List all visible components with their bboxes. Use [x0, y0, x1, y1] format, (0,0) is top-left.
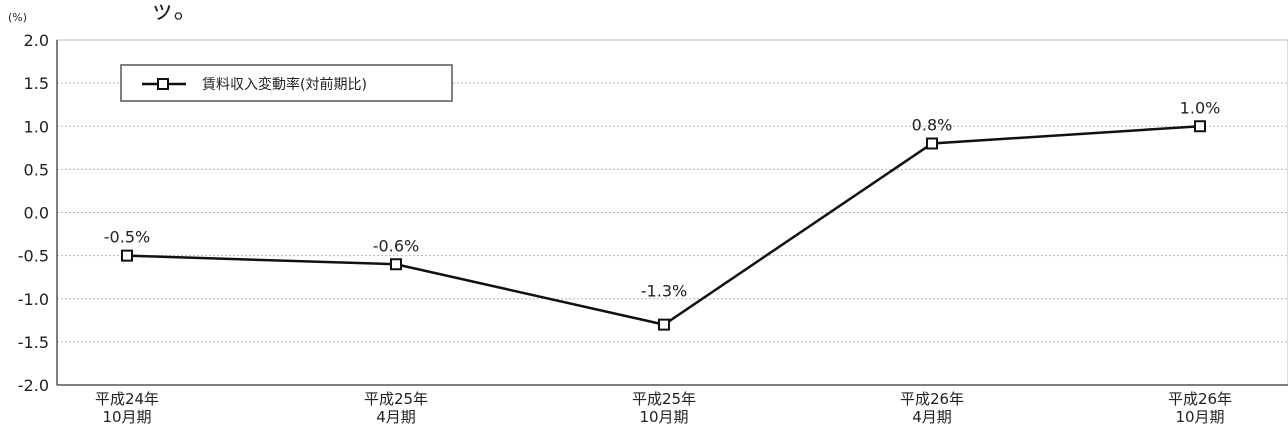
data-point-marker [390, 258, 402, 271]
y-tick-label: -0.5 [18, 247, 49, 266]
legend: 賃料収入変動率(対前期比) [120, 64, 453, 102]
y-tick-labels: 2.0 1.5 1.0 0.5 0.0 -0.5 -1.0 -1.5 -2.0 [18, 31, 49, 395]
y-tick-label: -2.0 [18, 376, 49, 395]
x-category-label-line: 平成25年 [364, 390, 428, 408]
x-category-label: 平成25年 10月期 [632, 390, 696, 426]
x-category-label: 平成24年 10月期 [95, 390, 159, 426]
x-category-label-line: 10月期 [1175, 408, 1224, 426]
y-tick-label: 0.0 [24, 204, 49, 223]
data-label: 0.8% [912, 116, 953, 135]
data-label: 1.0% [1180, 98, 1221, 117]
x-category-label-line: 4月期 [376, 408, 416, 426]
data-label: -1.3% [641, 282, 687, 301]
x-category-label-line: 10月期 [102, 408, 151, 426]
x-category-label-line: 平成24年 [95, 390, 159, 408]
x-category-label: 平成25年 4月期 [364, 390, 428, 426]
cropped-top-text: ッ。 [150, 0, 198, 24]
x-category-label-line: 平成26年 [1168, 390, 1232, 408]
y-tick-label: 2.0 [24, 31, 49, 50]
x-category-label-line: 平成26年 [900, 390, 964, 408]
data-label: -0.6% [373, 236, 419, 255]
data-point-marker [121, 249, 133, 262]
data-point-marker [926, 137, 938, 150]
series-layer: -0.5% -0.6% -1.3% 0.8% 1.0% [104, 98, 1221, 331]
x-category-label-line: 4月期 [912, 408, 952, 426]
grid-lines [57, 82, 1288, 343]
legend-label: 賃料収入変動率(対前期比) [202, 76, 367, 93]
y-tick-label: 1.0 [24, 117, 49, 136]
x-category-label: 平成26年 4月期 [900, 390, 964, 426]
x-category-label: 平成26年 10月期 [1168, 390, 1232, 426]
x-category-label-line: 平成25年 [632, 390, 696, 408]
data-point-marker [1194, 120, 1206, 133]
y-tick-label: 1.5 [24, 74, 49, 93]
x-category-label-line: 10月期 [639, 408, 688, 426]
y-unit-label: (%) [8, 11, 27, 24]
y-tick-label: -1.0 [18, 290, 49, 309]
data-point-marker [658, 318, 670, 331]
data-label: -0.5% [104, 228, 150, 247]
legend-marker-swatch [157, 78, 169, 90]
y-tick-label: -1.5 [18, 333, 49, 352]
y-tick-label: 0.5 [24, 160, 49, 179]
